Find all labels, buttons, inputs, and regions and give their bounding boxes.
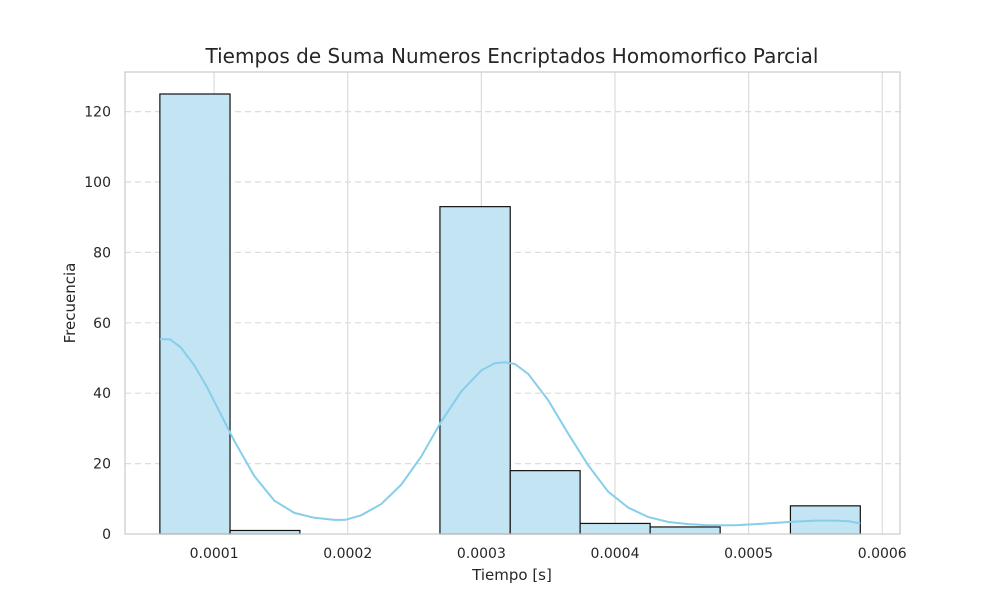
- histogram-bar-0: [159, 93, 231, 535]
- histogram-bar-4: [439, 206, 511, 535]
- histogram-bar-7: [649, 526, 721, 535]
- x-tick-label: 0.0005: [724, 546, 773, 562]
- histogram-bar-5: [509, 470, 581, 535]
- y-tick-label: 20: [93, 457, 111, 473]
- x-axis-label: Tiempo [s]: [471, 566, 552, 584]
- histogram-bars: [159, 93, 861, 535]
- x-tick-label: 0.0006: [858, 546, 907, 562]
- y-axis-label: Frecuencia: [61, 263, 79, 344]
- y-tick-label: 80: [93, 245, 111, 261]
- chart-title: Tiempos de Suma Numeros Encriptados Homo…: [205, 44, 819, 68]
- plot-frame: [124, 71, 901, 535]
- x-tick-label: 0.0001: [190, 546, 239, 562]
- y-axis-ticks: 0 20 40 60 80 100 120: [84, 105, 111, 543]
- y-tick-label: 100: [84, 175, 111, 191]
- y-tick-label: 60: [93, 316, 111, 332]
- y-tick-label: 0: [102, 527, 111, 543]
- kde-curve: [159, 338, 861, 527]
- histogram-bar-6: [579, 522, 651, 535]
- y-tick-label: 120: [84, 105, 111, 121]
- x-tick-label: 0.0002: [323, 546, 372, 562]
- y-tick-label: 40: [93, 386, 111, 402]
- x-tick-label: 0.0004: [590, 546, 639, 562]
- x-tick-label: 0.0003: [457, 546, 506, 562]
- x-axis-ticks: 0.0001 0.0002 0.0003 0.0004 0.0005 0.0006: [190, 546, 907, 562]
